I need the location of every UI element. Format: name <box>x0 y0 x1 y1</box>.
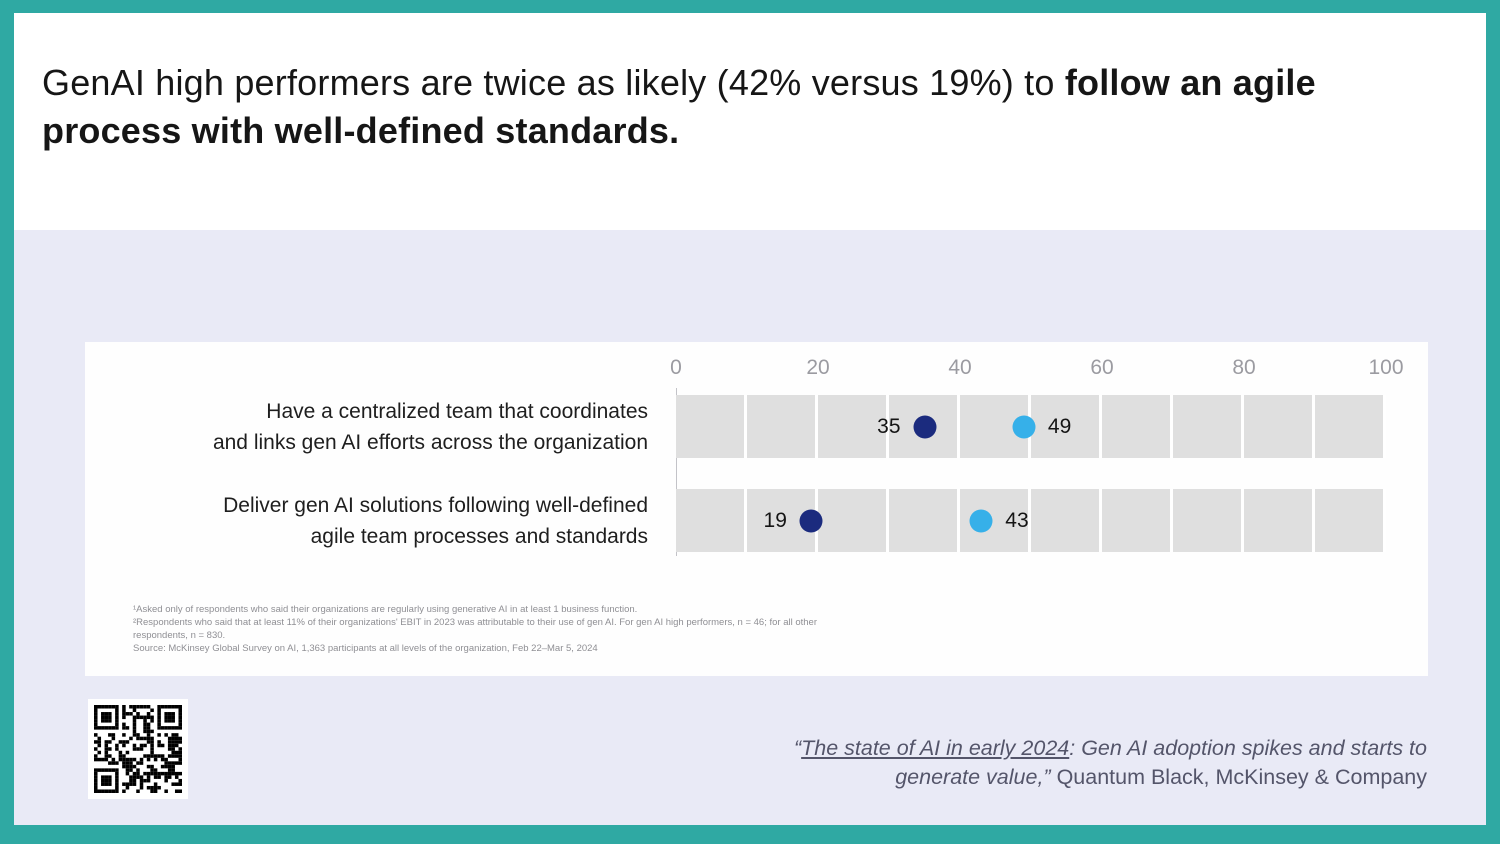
axis-zero-line <box>676 388 677 556</box>
qr-code <box>88 699 188 799</box>
citation-link[interactable]: The state of AI in early 2024 <box>801 736 1070 760</box>
title-bold: follow an agile process with well-define… <box>42 62 1316 151</box>
title-regular: GenAI high performers are twice as likel… <box>42 62 1065 103</box>
axis-tick-label: 0 <box>670 356 682 379</box>
chart-row: Deliver gen AI solutions following well-… <box>85 489 1428 552</box>
slide: GenAI high performers are twice as likel… <box>14 13 1486 825</box>
dot-light-blue <box>1012 415 1036 438</box>
axis-tick-label: 80 <box>1232 356 1256 379</box>
dot-value-label: 19 <box>763 508 787 532</box>
axis-tick-label: 60 <box>1090 356 1114 379</box>
footnote: ¹Asked only of respondents who said thei… <box>133 604 638 615</box>
citation-attribution: Quantum Black, McKinsey & Company <box>1056 765 1427 789</box>
footnote: Source: McKinsey Global Survey on AI, 1,… <box>133 643 598 654</box>
slide-header: GenAI high performers are twice as likel… <box>14 13 1486 230</box>
row-label-line: and links gen AI efforts across the orga… <box>212 430 648 454</box>
dot-dark-blue <box>913 415 936 438</box>
row-label-line: Have a centralized team that coordinates <box>266 399 648 423</box>
citation-text: : Gen AI adoption spikes and starts to g… <box>895 736 1427 789</box>
bar-background <box>676 489 1386 552</box>
dot-light-blue <box>969 509 993 532</box>
row-plot: 19 43 <box>676 489 1386 552</box>
x-axis: 0 20 40 60 80 100 <box>670 354 1403 382</box>
citation-quote-open: “ <box>793 736 802 760</box>
qr-pattern <box>94 705 182 793</box>
row-label: Have a centralized team that coordinates… <box>85 396 648 458</box>
row-label-line: agile team processes and standards <box>310 524 648 548</box>
row-label-line: Deliver gen AI solutions following well-… <box>223 493 648 517</box>
chart-card: 0 20 40 60 80 100 Have a centralized team tha… <box>85 342 1428 676</box>
footnote: ²Respondents who said that at least 11% … <box>133 617 818 641</box>
row-plot: 35 49 <box>676 395 1386 458</box>
axis-tick-label: 40 <box>948 356 972 379</box>
chart-row: Have a centralized team that coordinates… <box>85 395 1428 458</box>
dot-value-label: 43 <box>1005 508 1029 532</box>
row-label: Deliver gen AI solutions following well-… <box>85 490 648 552</box>
slide-title: GenAI high performers are twice as likel… <box>42 59 1430 155</box>
dot-value-label: 49 <box>1047 414 1072 438</box>
axis-tick-label: 20 <box>806 356 830 379</box>
footnotes: ¹Asked only of respondents who said thei… <box>133 603 873 655</box>
axis-tick-label: 100 <box>1368 356 1404 379</box>
citation: “The state of AI in early 2024: Gen AI a… <box>722 734 1427 792</box>
dot-dark-blue <box>799 509 823 532</box>
dot-value-label: 35 <box>877 414 901 438</box>
slide-body: 0 20 40 60 80 100 Have a centralized team tha… <box>14 230 1486 825</box>
